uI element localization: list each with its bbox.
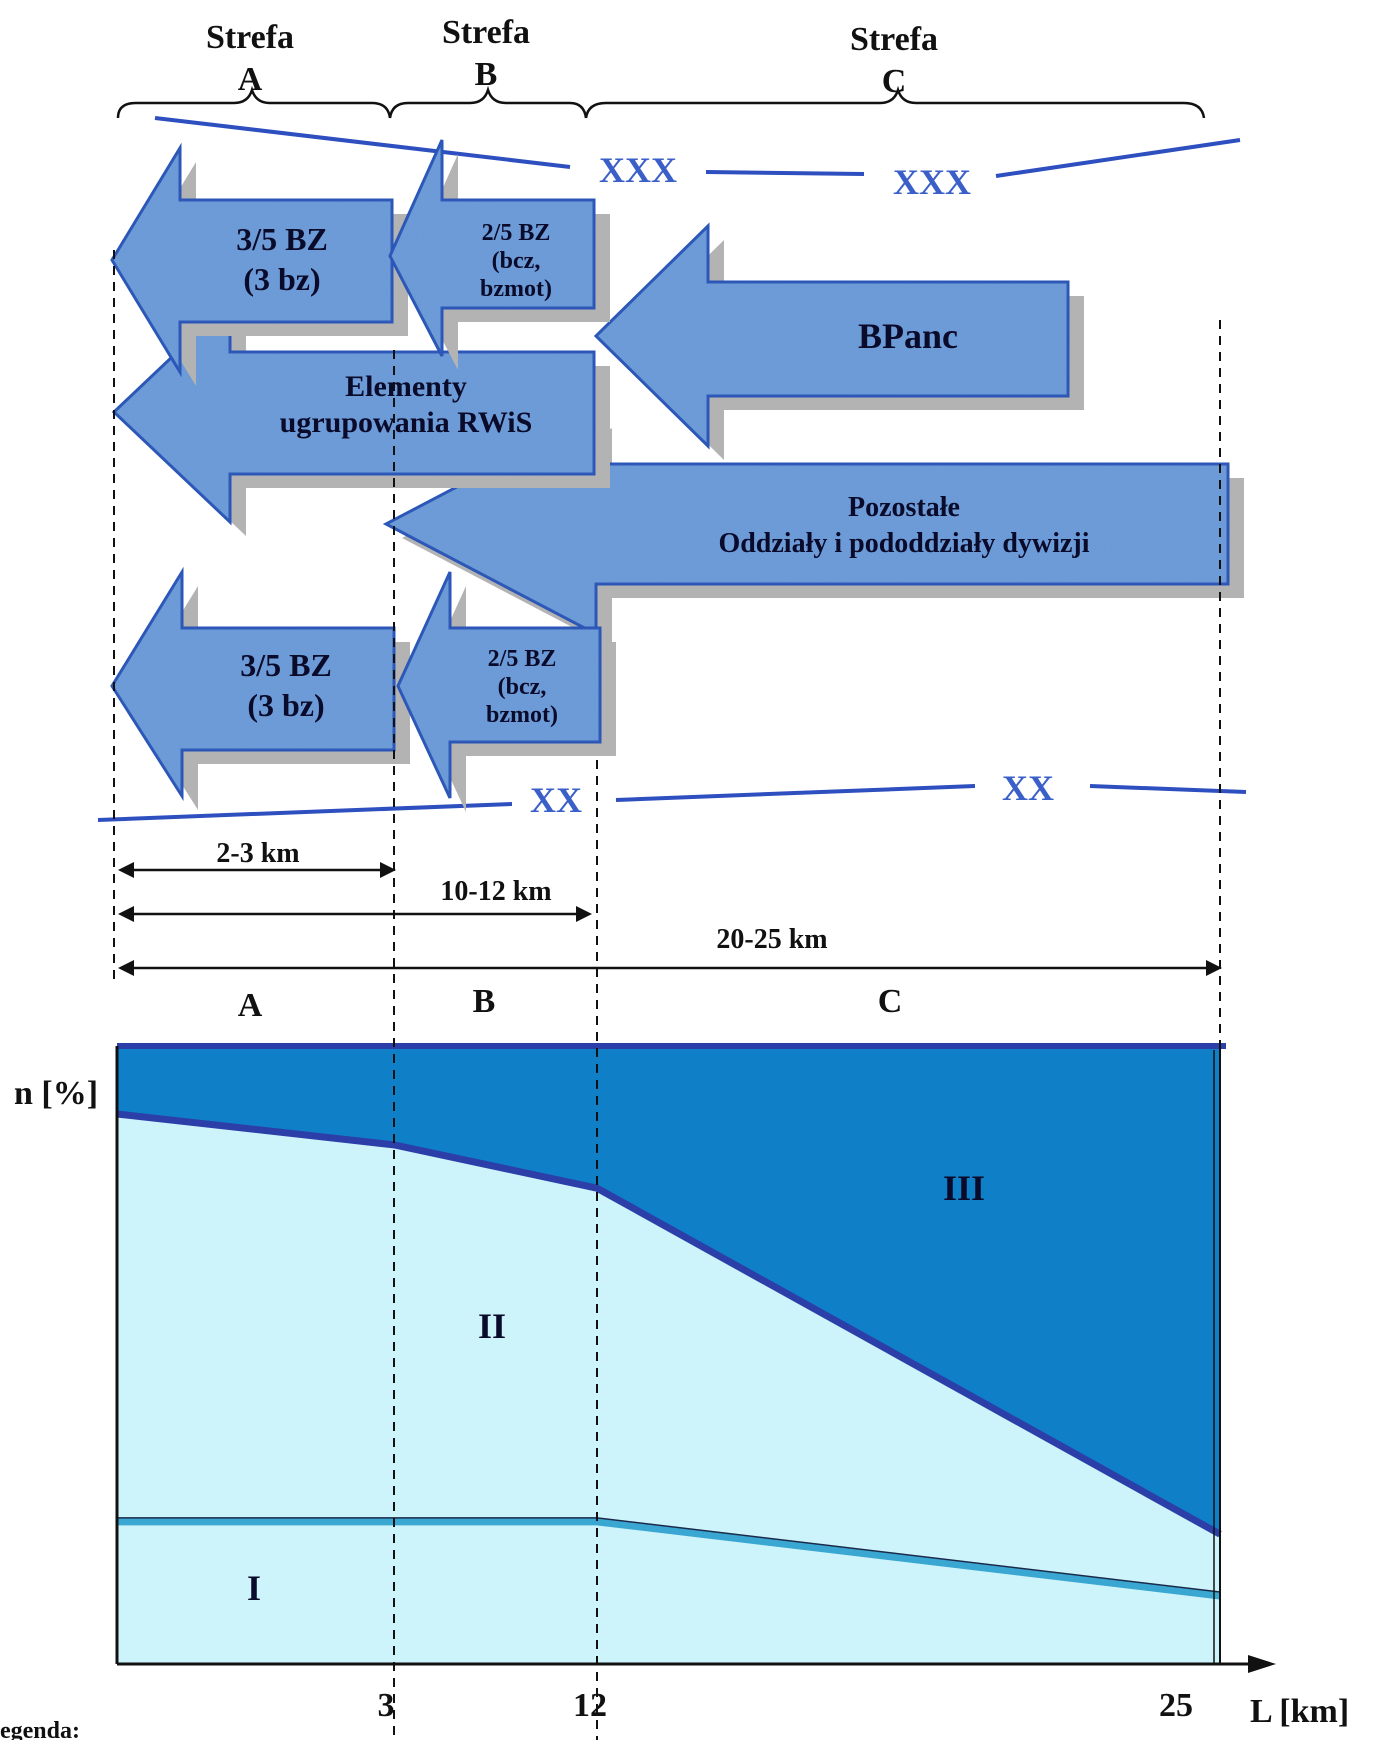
region-i-label: I [247,1568,261,1608]
arrow-bottom-zone-a: 3/5 BZ (3 bz) [110,566,410,810]
zone-b-word: Strefa [442,14,530,51]
distance-c-head-left [118,960,134,976]
distance-a-head-right [380,862,396,878]
zone-guide-lines [113,250,1221,1740]
arrow-bottom-zone-a-line2: (3 bz) [247,687,324,723]
y-axis-label: n [%] [14,1075,98,1112]
xxx-line-left [154,116,571,169]
arrow-top-zone-a-line2: (3 bz) [243,261,320,297]
arrow-bpanc-line1: BPanc [858,316,958,356]
region-ii-area [117,1113,1220,1597]
distance-a-head-left [118,862,134,878]
brace-zone-a [116,85,392,119]
arrow-rwis: Elementy ugrupowania RWiS [111,298,610,536]
boundary-ii-iii-line [116,1110,1222,1538]
zone-a-word: Strefa [206,19,294,56]
arrow-top-zone-b: 2/5 BZ (bcz, bzmot) [388,139,610,370]
xxx-label-1: XXX [599,150,677,190]
boundary-i-ii-line [117,1518,1221,1600]
distance-c-head-right [1206,960,1222,976]
arrow-top-zone-b-line3: bzmot) [480,276,552,302]
arrow-bottom-zone-a-line1: 3/5 BZ [240,647,332,683]
arrow-top-zone-a-line1: 3/5 BZ [236,221,328,257]
x-axis-label: L [km] [1250,1693,1349,1730]
arrow-bottom-zone-b-line3: bzmot) [486,702,558,728]
distance-b-head-left [118,906,134,922]
xxx-line-right [995,138,1241,178]
arrow-bottom-zone-b-line2: (bcz, [498,674,547,700]
zone-braces [116,85,1206,119]
arrow-bottom-zone-b-line1: 2/5 BZ [488,646,557,672]
legend-stub: egenda: [0,1718,80,1740]
area-chart: n [%] L [km] I II III egenda: 3 12 25 [0,1043,1349,1740]
arrow-pozostale-line1: Pozostałe [848,492,960,523]
distance-b-head-right [576,906,592,922]
x-axis-arrowhead [1248,1655,1276,1673]
zone-letter-b: B [473,983,496,1020]
distance-markers: 2-3 km 10-12 km 20-25 km A B C [118,838,1222,1024]
zone-c-letter: C [882,63,907,100]
xx-label-1: XX [530,780,582,820]
arrow-bottom-zone-b: 2/5 BZ (bcz, bzmot) [396,571,616,812]
arrow-top-zone-b-line1: 2/5 BZ [482,220,551,246]
xxx-line-mid [705,170,865,176]
unit-arrows: BPanc Pozostałe Oddziały i pododdziały d… [110,139,1244,812]
distance-b-label: 10-12 km [440,876,551,907]
arrow-pozostale-line2: Oddziały i pododdziały dywizji [718,528,1089,559]
region-iii-area [117,1046,1220,1535]
x-tick-labels: 3 12 25 [378,1687,1194,1724]
xx-line-left [97,802,513,822]
distance-a-label: 2-3 km [216,838,299,869]
zone-headers: Strefa A Strefa B Strefa C [206,14,938,100]
arrow-rwis-line1: Elementy [345,370,467,403]
arrow-top-zone-a: 3/5 BZ (3 bz) [110,142,408,386]
xx-line-right [1089,784,1247,794]
arrow-top-zone-b-line2: (bcz, [492,248,541,274]
region-iii-label: III [943,1168,985,1208]
x-tick-label-25: 25 [1159,1687,1193,1724]
echelon-boundaries: XXX XXX XX XX [97,116,1247,822]
zone-c-word: Strefa [850,21,938,58]
zone-letter-c: C [878,983,903,1020]
brace-zone-b [388,85,588,119]
distance-c-label: 20-25 km [716,924,827,955]
arrow-bpanc: BPanc [593,222,1084,460]
x-tick-label-3: 3 [378,1687,395,1724]
x-tick-label-12: 12 [573,1687,607,1724]
xx-label-2: XX [1002,768,1054,808]
zone-letter-a: A [238,987,263,1024]
xxx-label-2: XXX [893,162,971,202]
region-i-area [117,1521,1220,1664]
arrow-rwis-line2: ugrupowania RWiS [280,406,533,439]
zone-b-letter: B [475,56,498,93]
xx-line-mid [615,784,976,802]
boundary-i-ii-outline [117,1517,1221,1593]
region-ii-label: II [478,1306,506,1346]
brace-zone-c [584,85,1206,119]
